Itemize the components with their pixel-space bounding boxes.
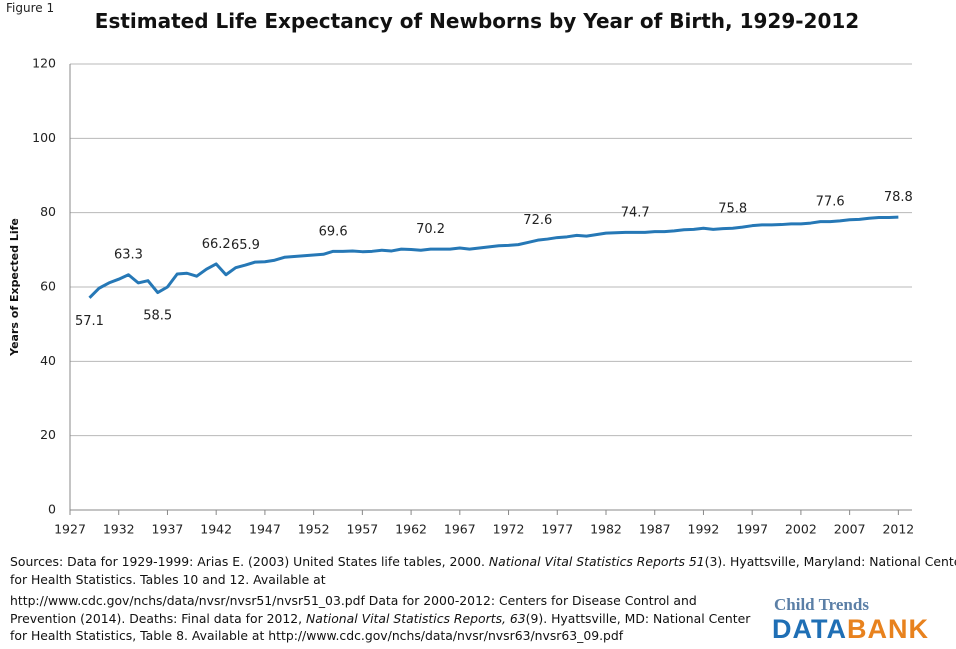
source-line: for Health Statistics. Tables 10 and 12.…	[10, 571, 950, 589]
y-tick-label: 20	[40, 427, 56, 442]
x-tick-label: 1972	[493, 522, 525, 537]
value-label: 65.9	[231, 238, 260, 253]
source-text: (9). Hyattsville, MD: National Center	[525, 610, 751, 626]
logo-left: DATA	[772, 614, 847, 644]
x-tick-label: 1962	[395, 522, 427, 537]
x-tick-label: 1942	[200, 522, 232, 537]
source-line: for Health Statistics, Table 8. Availabl…	[10, 627, 950, 645]
value-label: 77.6	[816, 195, 845, 210]
value-label: 63.3	[114, 248, 143, 263]
logo-right: BANK	[846, 614, 929, 644]
x-tick-label: 2007	[834, 522, 866, 537]
value-label: 74.7	[621, 205, 650, 220]
y-axis-label: Years of Expected Life	[8, 218, 21, 357]
value-label: 72.6	[523, 213, 552, 228]
logo-top: Child Trends	[774, 595, 869, 614]
x-tick-label: 1952	[298, 522, 330, 537]
value-label: 57.1	[75, 314, 104, 329]
source-line: Sources: Data for 1929-1999: Arias E. (2…	[10, 553, 956, 571]
value-label: 75.8	[718, 201, 747, 216]
x-tick-label: 1932	[103, 522, 135, 537]
source-text: National Vital Statistics Reports 51	[488, 554, 705, 569]
value-label: 58.5	[143, 309, 172, 324]
x-tick-label: 1947	[249, 522, 281, 537]
value-label: 70.2	[416, 222, 445, 237]
data-line	[88, 215, 899, 299]
y-tick-label: 100	[32, 130, 56, 145]
value-label: 66.2	[202, 237, 231, 252]
y-tick-label: 80	[40, 204, 56, 219]
chart-title: Estimated Life Expectancy of Newborns by…	[95, 9, 859, 33]
source-text: (3). Hyattsville, Maryland: National Cen…	[704, 554, 956, 569]
x-tick-label: 1967	[444, 522, 476, 537]
x-tick-label: 1982	[590, 522, 622, 537]
value-label: 78.8	[884, 190, 913, 205]
source-text: for Health Statistics. Tables 10 and 12.…	[10, 571, 326, 587]
source-line: http://www.cdc.gov/nchs/data/nvsr/nvsr51…	[10, 592, 950, 610]
logo: Child Trends DATABANK	[772, 595, 929, 643]
source-text: http://www.cdc.gov/nchs/data/nvsr/nvsr51…	[10, 593, 697, 608]
x-tick-label: 1927	[54, 522, 86, 537]
y-tick-label: 0	[48, 502, 56, 517]
source-text: Prevention (2014). Deaths: Final data fo…	[10, 610, 307, 626]
y-tick-label: 120	[32, 56, 56, 71]
chart: Figure 1 Estimated Life Expectancy of Ne…	[6, 1, 914, 537]
x-tick-label: 1987	[639, 522, 671, 537]
x-tick-label: 1992	[688, 522, 720, 537]
source-line: Prevention (2014). Deaths: Final data fo…	[10, 610, 950, 628]
source-text: National Vital Statistics Reports, 63	[306, 610, 526, 626]
source-text: Sources: Data for 1929-1999: Arias E. (2…	[10, 554, 489, 569]
x-tick-label: 1957	[346, 522, 378, 537]
figure-label: Figure 1	[6, 1, 54, 15]
y-tick-label: 60	[40, 279, 56, 294]
x-tick-label: 2002	[785, 522, 817, 537]
x-tick-label: 2012	[882, 522, 914, 537]
sources: Sources: Data for 1929-1999: Arias E. (2…	[10, 553, 956, 645]
x-tick-label: 1977	[541, 522, 573, 537]
value-label: 69.6	[319, 224, 348, 239]
x-tick-label: 1937	[152, 522, 184, 537]
x-tick-label: 1997	[736, 522, 768, 537]
y-tick-label: 40	[40, 353, 56, 368]
source-text: for Health Statistics, Table 8. Availabl…	[10, 628, 624, 643]
